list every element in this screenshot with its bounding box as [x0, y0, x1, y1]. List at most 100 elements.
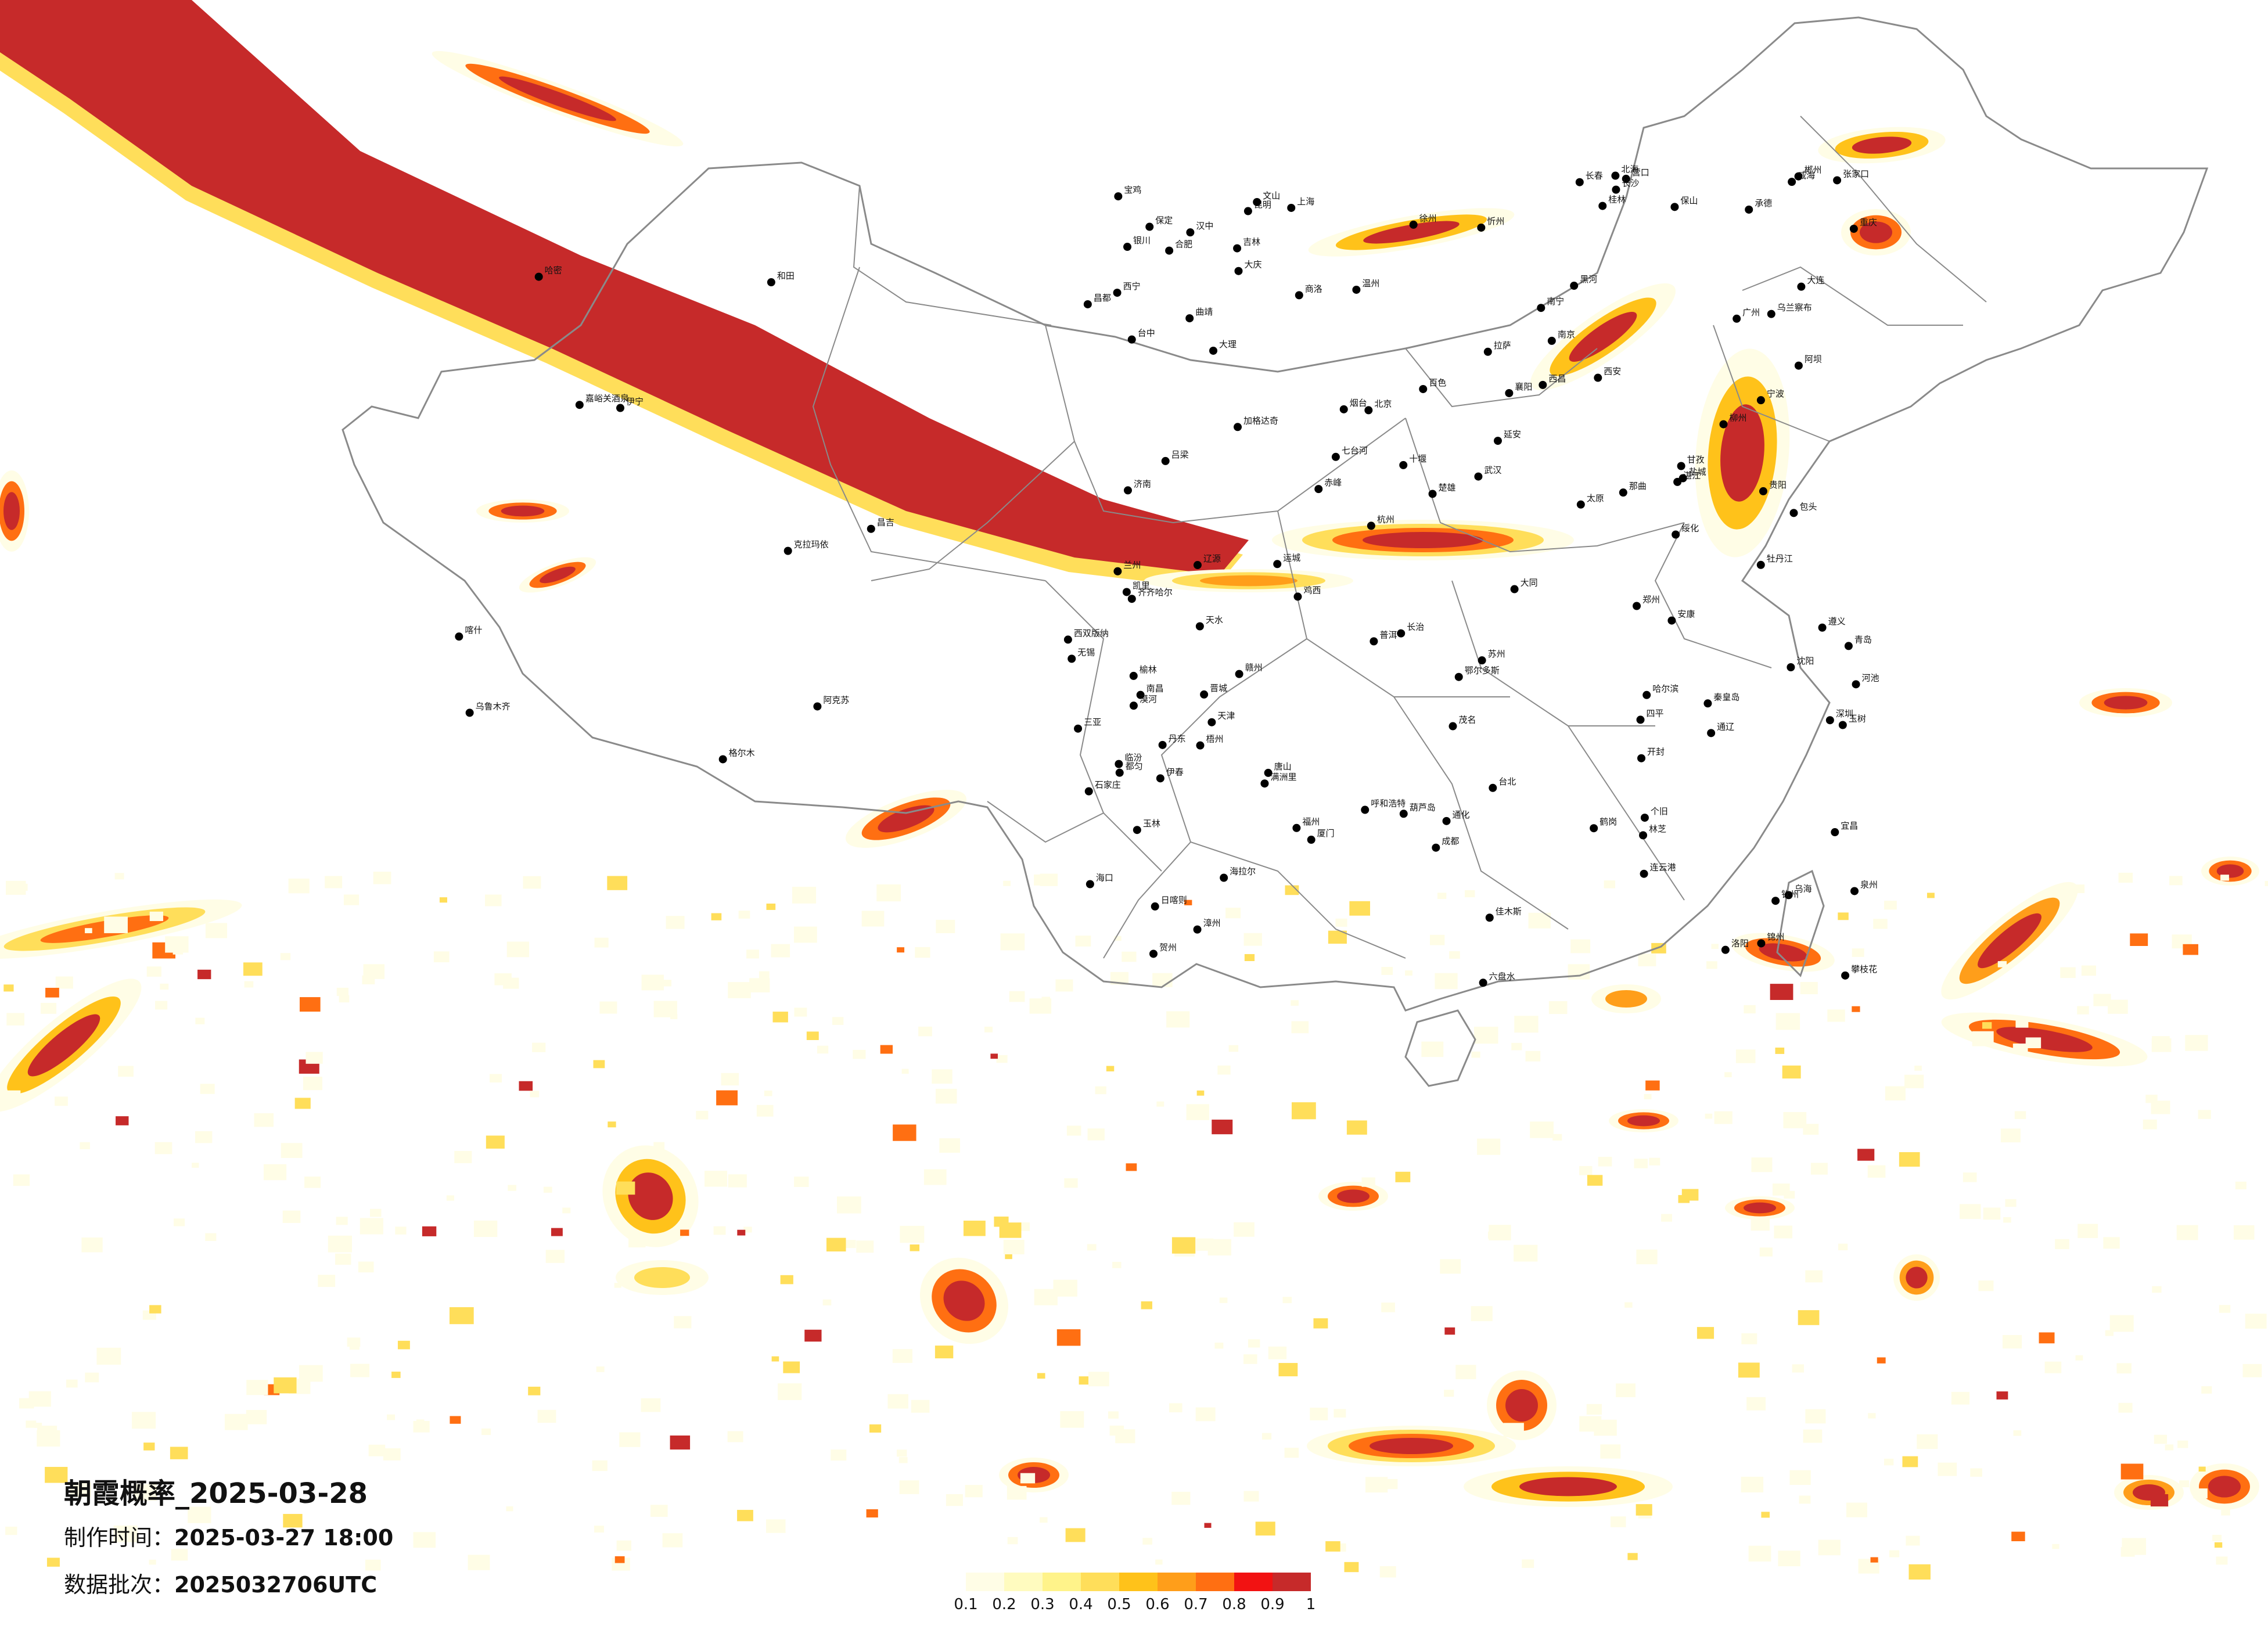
probability-cell: [1810, 1163, 1828, 1175]
probability-cell: [246, 1380, 268, 1395]
city-marker: 广州: [1733, 307, 1760, 323]
city-dot: [1642, 690, 1651, 699]
probability-cell: [328, 1235, 352, 1253]
probability-cell: [1449, 951, 1460, 959]
probability-cell: [1904, 1074, 1924, 1088]
city-label: 拉萨: [1494, 340, 1511, 351]
city-dot: [1619, 488, 1627, 497]
probability-cell: [454, 1150, 472, 1163]
city-label: 忻州: [1487, 216, 1504, 226]
city-marker: 连云港: [1640, 862, 1676, 878]
city-dot: [1547, 336, 1556, 345]
probability-cell: [1003, 1239, 1025, 1254]
city-label: 武汉: [1484, 465, 1501, 476]
probability-cell: [892, 1349, 912, 1363]
city-label: 南京: [1558, 329, 1575, 340]
probability-cell: [2165, 1444, 2174, 1451]
city-label: 西昌: [1548, 373, 1566, 384]
probability-cell: [1243, 1354, 1257, 1364]
city-dot: [1145, 222, 1154, 231]
city-dot: [1074, 724, 1083, 733]
probability-cell: [1291, 1102, 1316, 1120]
probability-cell: [897, 1449, 907, 1457]
probability-cell: [85, 928, 92, 933]
city-dot: [1707, 729, 1716, 738]
probability-cell: [360, 1218, 383, 1235]
probability-cell: [1706, 961, 1717, 969]
probability-cell: [1007, 1485, 1027, 1500]
probability-cell: [104, 916, 128, 933]
city-dot: [1339, 405, 1348, 413]
legend-swatch: [1234, 1573, 1273, 1591]
city-dot: [1314, 485, 1323, 494]
probability-cell: [866, 1509, 878, 1518]
probability-cell: [1852, 136, 1912, 154]
city-marker: 杭州: [1367, 514, 1394, 530]
city-dot: [1123, 243, 1132, 251]
city-label: 台中: [1138, 328, 1155, 339]
city-dot: [1640, 869, 1648, 878]
probability-cell: [370, 1208, 382, 1217]
probability-cell: [2233, 1225, 2255, 1240]
legend-tick: 0.7: [1184, 1596, 1208, 1613]
city-marker: 格尔木: [718, 747, 755, 764]
city-label: 四平: [1647, 708, 1664, 718]
city-dot: [1295, 291, 1303, 300]
city-label: 宝鸡: [1124, 185, 1141, 195]
probability-cell: [1598, 1157, 1612, 1167]
probability-cell: [1171, 1237, 1196, 1254]
probability-cell: [1214, 1343, 1224, 1349]
city-dot: [1831, 828, 1839, 837]
city-label: 柳州: [1729, 413, 1746, 423]
city-dot: [1612, 185, 1620, 194]
city-marker: 辽源: [1193, 553, 1221, 570]
city-marker: 柳州: [1719, 413, 1746, 429]
probability-cell: [878, 805, 934, 833]
city-dot: [1200, 690, 1209, 699]
probability-cell: [146, 966, 161, 977]
probability-cell: [1284, 1448, 1299, 1458]
city-dot: [1633, 602, 1641, 610]
city-dot: [1756, 560, 1765, 569]
city-dot: [1784, 891, 1793, 900]
probability-cell: [705, 1171, 728, 1187]
probability-cell: [911, 1400, 930, 1413]
probability-cell: [1661, 1214, 1673, 1222]
probability-cell: [1873, 919, 1888, 929]
city-label: 百色: [1429, 377, 1446, 388]
probability-cell: [869, 1424, 882, 1433]
probability-cell: [2077, 1006, 2089, 1015]
city-label: 榆林: [1140, 664, 1157, 675]
city-marker: 茂名: [1448, 715, 1476, 731]
probability-cell: [2179, 1480, 2190, 1488]
probability-cell: [1255, 1521, 1275, 1536]
city-label: 凯里: [1133, 580, 1150, 591]
city-label: 绥化: [1681, 523, 1699, 533]
city-marker: 大庆: [1234, 260, 1262, 275]
city-marker: 那曲: [1619, 481, 1647, 497]
probability-cell: [365, 1559, 381, 1571]
probability-layer: [0, 0, 2268, 1580]
probability-cell: [2081, 965, 2096, 976]
city-marker: 梧州: [1196, 734, 1224, 750]
probability-cell: [1761, 1512, 1770, 1518]
probability-cell: [1519, 1477, 1617, 1497]
city-marker: 葫芦岛: [1399, 802, 1436, 818]
city-label: 七台河: [1342, 445, 1368, 456]
city-marker: 鄂尔多斯: [1454, 665, 1500, 681]
probability-cell: [641, 1398, 661, 1412]
city-dot: [1113, 289, 1122, 297]
probability-cell: [299, 997, 321, 1012]
city-dot: [1352, 285, 1361, 294]
probability-cell: [499, 76, 616, 121]
probability-cell: [996, 1055, 1008, 1063]
city-dot: [1428, 490, 1437, 498]
city-dot: [1850, 887, 1859, 895]
city-label: 兰州: [1123, 560, 1141, 570]
probability-cell: [96, 1347, 121, 1365]
probability-cell: [1751, 1217, 1770, 1231]
city-dot: [1253, 197, 1261, 206]
city-dot: [1193, 925, 1202, 934]
probability-cell: [530, 1091, 540, 1098]
city-label: 钦州: [1781, 889, 1799, 900]
